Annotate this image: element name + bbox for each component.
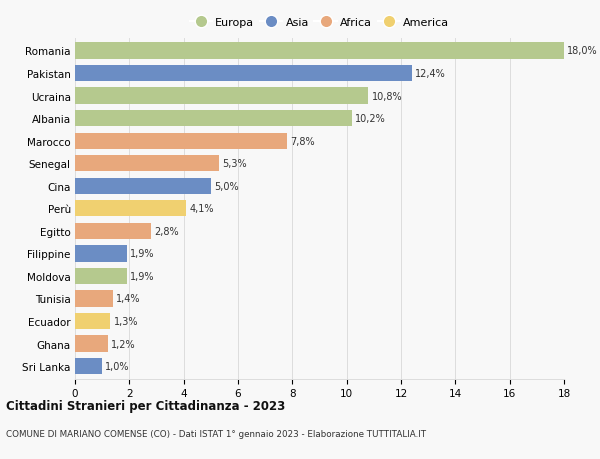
Bar	[75, 223, 151, 240]
Text: 4,1%: 4,1%	[190, 204, 214, 214]
Bar	[75, 358, 102, 375]
Bar	[75, 313, 110, 330]
Bar	[75, 291, 113, 307]
Text: 1,2%: 1,2%	[111, 339, 136, 349]
Text: 5,3%: 5,3%	[222, 159, 247, 169]
Text: 18,0%: 18,0%	[567, 46, 598, 56]
Bar	[75, 246, 127, 262]
Bar	[75, 178, 211, 195]
Bar	[75, 201, 187, 217]
Text: 7,8%: 7,8%	[290, 136, 315, 146]
Text: 12,4%: 12,4%	[415, 69, 446, 79]
Text: 1,4%: 1,4%	[116, 294, 141, 304]
Text: 2,8%: 2,8%	[154, 226, 179, 236]
Bar	[75, 133, 287, 150]
Legend: Europa, Asia, Africa, America: Europa, Asia, Africa, America	[188, 16, 451, 30]
Bar	[75, 88, 368, 105]
Bar	[75, 336, 107, 352]
Text: COMUNE DI MARIANO COMENSE (CO) - Dati ISTAT 1° gennaio 2023 - Elaborazione TUTTI: COMUNE DI MARIANO COMENSE (CO) - Dati IS…	[6, 429, 426, 438]
Bar	[75, 156, 219, 172]
Text: 1,3%: 1,3%	[113, 316, 138, 326]
Bar	[75, 268, 127, 285]
Text: 5,0%: 5,0%	[214, 181, 239, 191]
Bar	[75, 111, 352, 127]
Text: 1,9%: 1,9%	[130, 249, 154, 259]
Bar	[75, 43, 564, 60]
Text: Cittadini Stranieri per Cittadinanza - 2023: Cittadini Stranieri per Cittadinanza - 2…	[6, 399, 285, 412]
Text: 10,2%: 10,2%	[355, 114, 386, 124]
Text: 1,9%: 1,9%	[130, 271, 154, 281]
Text: 1,0%: 1,0%	[106, 361, 130, 371]
Text: 10,8%: 10,8%	[371, 91, 402, 101]
Bar	[75, 66, 412, 82]
